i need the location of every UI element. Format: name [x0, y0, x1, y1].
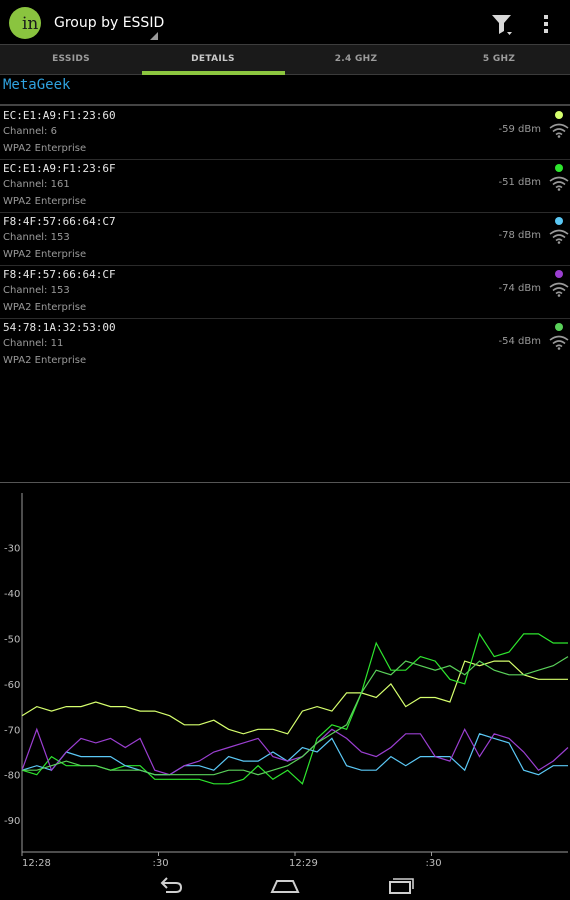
spinner-arrow-icon: [150, 32, 158, 40]
network-row[interactable]: EC:E1:A9:F1:23:6F Channel: 161 WPA2 Ente…: [0, 159, 570, 213]
wifi-signal-icon: [549, 176, 569, 191]
channel-text: Channel: 153: [3, 285, 70, 296]
filter-icon[interactable]: [490, 12, 514, 36]
tab-5-ghz[interactable]: 5 GHZ: [482, 54, 516, 64]
series-line: [21, 727, 569, 776]
tab-details[interactable]: DETAILS: [142, 45, 285, 75]
x-tick-label: :30: [426, 858, 442, 869]
mac-address: EC:E1:A9:F1:23:60: [3, 109, 116, 122]
x-tick-label: :30: [153, 858, 169, 869]
signal-strength: -59 dBm: [498, 124, 541, 135]
group-divider: [0, 104, 570, 106]
wifi-signal-icon: [549, 123, 569, 138]
channel-text: Channel: 6: [3, 126, 57, 137]
network-row[interactable]: F8:4F:57:66:64:C7 Channel: 153 WPA2 Ente…: [0, 212, 570, 266]
series-color-dot: [555, 270, 563, 278]
wifi-signal-icon: [549, 335, 569, 350]
wifi-signal-icon: [549, 229, 569, 244]
series-color-dot: [555, 111, 563, 119]
series-color-dot: [555, 217, 563, 225]
tab-selected-indicator: [142, 71, 285, 75]
back-icon[interactable]: [156, 873, 184, 897]
channel-text: Channel: 11: [3, 338, 64, 349]
tab-essids[interactable]: ESSIDS: [52, 54, 90, 64]
action-bar-divider: [0, 44, 570, 45]
tab-bar: ESSIDS DETAILS 2.4 GHZ 5 GHZ: [0, 45, 570, 75]
series-line: [21, 632, 568, 785]
tab-details-label: DETAILS: [191, 54, 235, 64]
app-logo[interactable]: in: [9, 7, 41, 39]
network-row[interactable]: 54:78:1A:32:53:00 Channel: 11 WPA2 Enter…: [0, 318, 570, 371]
series-line: [21, 733, 568, 776]
security-text: WPA2 Enterprise: [3, 355, 87, 366]
signal-strength: -51 dBm: [498, 177, 541, 188]
y-tick-label: -70: [4, 725, 20, 736]
mac-address: F8:4F:57:66:64:CF: [3, 268, 116, 281]
network-row[interactable]: EC:E1:A9:F1:23:60 Channel: 6 WPA2 Enterp…: [0, 106, 570, 160]
y-tick-label: -60: [4, 680, 20, 691]
channel-text: Channel: 161: [3, 179, 70, 190]
signal-strength: -74 dBm: [498, 283, 541, 294]
channel-text: Channel: 153: [3, 232, 70, 243]
security-text: WPA2 Enterprise: [3, 249, 87, 260]
signal-history-chart: -30 -40 -50 -60 -70 -80 -90 12:28 :30 12:29 :30: [4, 493, 569, 869]
y-tick-label: -50: [4, 634, 20, 645]
x-tick-label: 12:28: [22, 858, 51, 869]
overflow-menu-icon[interactable]: [543, 15, 549, 33]
y-tick-label: -40: [4, 589, 20, 600]
mac-address: 54:78:1A:32:53:00: [3, 321, 116, 334]
series-line: [22, 656, 569, 776]
series-color-dot: [555, 164, 563, 172]
logo-text: in: [22, 14, 39, 34]
group-by-spinner[interactable]: Group by ESSID: [54, 15, 165, 31]
x-tick-label: 12:29: [289, 858, 318, 869]
security-text: WPA2 Enterprise: [3, 143, 87, 154]
mac-address: F8:4F:57:66:64:C7: [3, 215, 116, 228]
series-line: [21, 660, 568, 735]
wifi-signal-icon: [549, 282, 569, 297]
security-text: WPA2 Enterprise: [3, 302, 87, 313]
home-icon[interactable]: [270, 873, 300, 897]
essid-group-header: MetaGeek: [3, 77, 71, 93]
network-row[interactable]: F8:4F:57:66:64:CF Channel: 153 WPA2 Ente…: [0, 265, 570, 319]
y-tick-label: -30: [4, 544, 20, 555]
system-nav-bar: [0, 870, 570, 900]
action-bar: in Group by ESSID: [0, 0, 570, 44]
y-tick-label: -80: [4, 771, 20, 782]
signal-strength: -78 dBm: [498, 230, 541, 241]
security-text: WPA2 Enterprise: [3, 196, 87, 207]
series-color-dot: [555, 323, 563, 331]
mac-address: EC:E1:A9:F1:23:6F: [3, 162, 116, 175]
recents-icon[interactable]: [387, 873, 415, 897]
y-tick-label: -90: [4, 816, 20, 827]
chart-divider: [0, 482, 570, 483]
signal-strength: -54 dBm: [498, 336, 541, 347]
tab-2-4-ghz[interactable]: 2.4 GHZ: [334, 54, 378, 64]
